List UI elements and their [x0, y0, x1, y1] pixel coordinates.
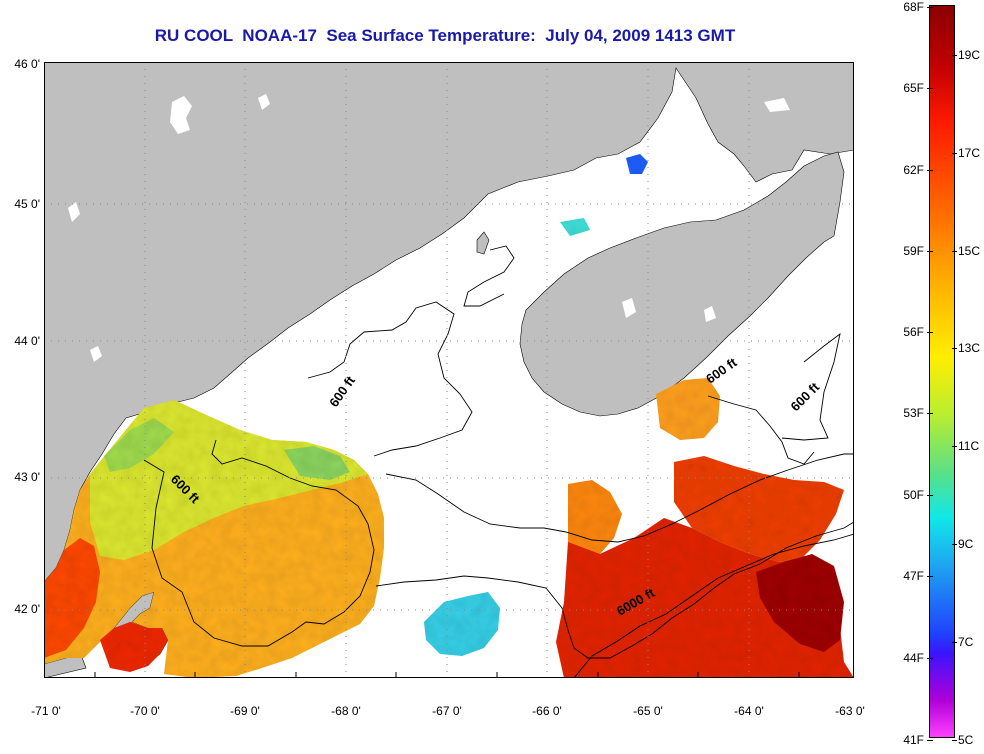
- nova-scotia-land: [519, 151, 845, 417]
- contour-shelf-edge: [375, 521, 854, 659]
- long-island-land: [44, 651, 87, 678]
- sst-patch-green: [284, 446, 350, 480]
- lake: [68, 202, 80, 222]
- colorbar-celsius-label: 17C: [951, 146, 981, 160]
- mainland-land: [44, 62, 854, 583]
- lake: [622, 298, 636, 318]
- lake: [704, 306, 716, 322]
- lat-label: 42 0': [14, 602, 40, 616]
- sst-patch-scotian-orange: [656, 378, 720, 440]
- frame-ticks: [94, 672, 800, 678]
- graticule: [44, 62, 854, 678]
- lon-label: -63 0': [835, 704, 865, 718]
- colorbar-celsius-label: 13C: [951, 341, 981, 355]
- lake: [258, 94, 270, 110]
- lat-label: 43 0': [14, 470, 40, 484]
- colorbar-fahrenheit-label: 47F: [878, 569, 933, 583]
- contour-600ft: [707, 395, 815, 465]
- lon-label: -65 0': [633, 704, 663, 718]
- lon-label: -70 0': [130, 704, 160, 718]
- sst-patch-slope-warm: [556, 518, 854, 678]
- colorbar-fahrenheit-label: 44F: [878, 651, 933, 665]
- lon-label: -69 0': [230, 704, 260, 718]
- contour-600ft: [143, 439, 375, 647]
- sst-patch-warm-cape: [100, 622, 168, 672]
- lat-label: 46 0': [14, 57, 40, 71]
- lake: [764, 98, 790, 112]
- lon-label: -67 0': [432, 704, 462, 718]
- contour-600ft: [307, 301, 473, 457]
- sst-patch-cold-georges: [424, 592, 500, 656]
- contour-600ft: [781, 332, 841, 441]
- colorbar-celsius-label: 19C: [951, 48, 981, 62]
- lon-label: -68 0': [331, 704, 361, 718]
- map-frame: [44, 62, 854, 678]
- sst-patch-cold-small: [560, 218, 590, 236]
- colorbar-celsius-label: 7C: [951, 635, 974, 649]
- sst-map: 600 ft 600 ft 600 ft 600 ft 6000 ft: [44, 62, 854, 678]
- sst-patch-cold-fundy: [626, 154, 648, 174]
- lon-label: -64 0': [734, 704, 764, 718]
- lake: [90, 346, 102, 362]
- sst-data: [44, 154, 854, 678]
- lat-label: 44 0': [14, 334, 40, 348]
- colorbar-fahrenheit-label: 59F: [878, 244, 933, 258]
- colorbar-fahrenheit-label: 62F: [878, 163, 933, 177]
- colorbar-fahrenheit-label: 50F: [878, 488, 933, 502]
- colorbar-celsius-label: 15C: [951, 244, 981, 258]
- colorbar-celsius-label: 11C: [951, 439, 980, 453]
- grand-manan-land: [476, 231, 490, 255]
- sst-patch-hot: [756, 554, 844, 652]
- sst-patch-scotian-warm: [674, 456, 844, 562]
- colorbar-fahrenheit-label: 68F: [878, 0, 933, 14]
- sst-patch-green: [104, 418, 174, 472]
- temperature-colorbar: [929, 5, 955, 738]
- lake: [170, 96, 192, 134]
- sst-patch-shelf-orange: [568, 480, 622, 560]
- colorbar-fahrenheit-label: 65F: [878, 81, 933, 95]
- colorbar-fahrenheit-label: 41F: [878, 733, 933, 747]
- colorbar-fahrenheit-label: 53F: [878, 406, 933, 420]
- colorbar-celsius-label: 9C: [951, 537, 974, 551]
- map-title: RU COOL NOAA-17 Sea Surface Temperature:…: [154, 26, 736, 45]
- lon-label: -66 0': [532, 704, 562, 718]
- colorbar-celsius-label: 5C: [951, 733, 974, 747]
- sst-patch-warm-coast: [44, 538, 100, 658]
- inland-lakes: [68, 94, 790, 362]
- lat-label: 45 0': [14, 197, 40, 211]
- lon-label: -71 0': [31, 704, 61, 718]
- contour-600ft: [463, 245, 515, 307]
- depth-contours: [143, 245, 854, 678]
- contour-6000ft: [573, 533, 854, 678]
- contour-shelf: [385, 453, 854, 543]
- colorbar-fahrenheit-label: 56F: [878, 325, 933, 339]
